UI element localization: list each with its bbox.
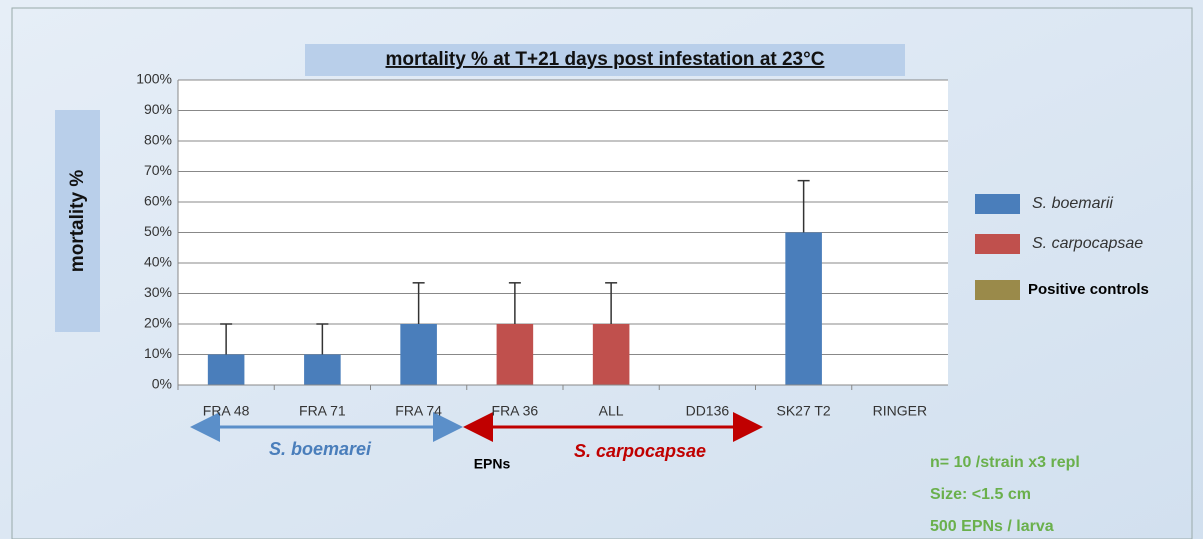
note: Size: <1.5 cm [930,486,1031,503]
legend-swatch [975,194,1020,214]
x-tick-label: DD136 [686,403,730,419]
x-tick-label: FRA 48 [203,403,250,419]
y-tick-label: 50% [144,223,172,239]
legend-label: S. carpocapsae [1032,235,1143,252]
title-box [305,44,905,76]
y-tick-label: 80% [144,132,172,148]
group-label: S. boemarei [269,439,372,459]
bar [400,324,437,385]
bar [592,324,630,385]
y-tick-label: 40% [144,254,172,270]
legend-swatch [975,234,1020,254]
x-tick-label: FRA 74 [395,403,442,419]
note: 500 EPNs / larva [930,518,1054,535]
y-tick-label: 20% [144,315,172,331]
x-tick-label: FRA 71 [299,403,346,419]
bar [496,324,534,385]
y-axis-label: mortality % [67,170,88,273]
y-tick-label: 100% [136,71,172,87]
legend-label: Positive controls [1028,281,1149,298]
chart-title: mortality % at T+21 days post infestatio… [386,49,825,70]
legend-label: S. boemarii [1032,195,1113,212]
x-tick-label: RINGER [873,403,927,419]
x-tick-label: FRA 36 [492,403,539,419]
x-tick-label: ALL [599,403,624,419]
y-label-box [55,110,100,332]
annotation: EPNs [474,456,511,472]
group-label: S. carpocapsae [574,441,706,461]
bar [785,232,822,385]
x-tick-label: SK27 T2 [777,403,831,419]
y-tick-label: 0% [152,376,172,392]
y-tick-label: 70% [144,162,172,178]
bar [207,354,245,385]
y-tick-label: 30% [144,284,172,300]
legend-swatch [975,280,1020,300]
note: n= 10 /strain x3 repl [930,454,1080,471]
y-tick-label: 60% [144,193,172,209]
panel-border [11,7,1193,539]
y-tick-label: 10% [144,345,172,361]
bar [304,354,341,385]
y-tick-label: 90% [144,101,172,117]
